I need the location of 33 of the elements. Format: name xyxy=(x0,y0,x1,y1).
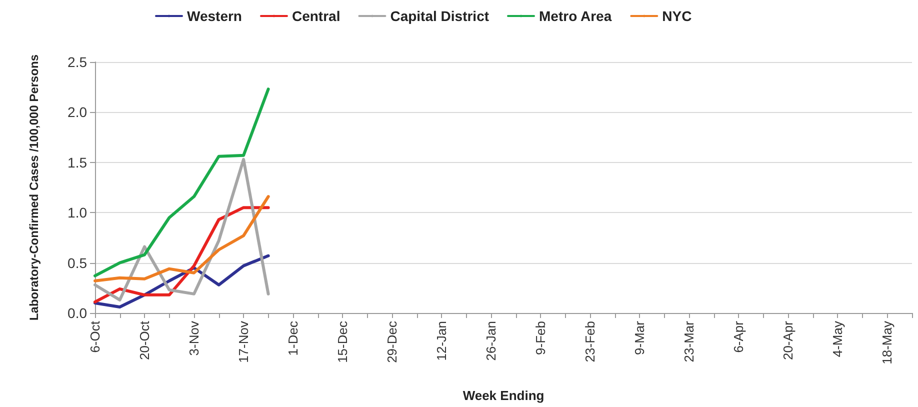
x-tick-label: 15-Dec xyxy=(335,320,350,363)
legend-label: Metro Area xyxy=(539,8,612,24)
y-axis-title: Laboratory-Confirmed Cases /100,000 Persons xyxy=(27,54,41,321)
x-tick-label: 20-Apr xyxy=(780,320,796,360)
x-tick-label: 4-May xyxy=(830,320,846,358)
y-tick-label: 0.0 xyxy=(68,305,88,321)
legend-label: Capital District xyxy=(390,8,490,24)
x-tick-label: 3-Nov xyxy=(186,320,202,356)
line-series xyxy=(94,158,270,302)
legend-label: Central xyxy=(292,8,340,24)
x-tick-label: 29-Dec xyxy=(384,320,400,363)
line-series xyxy=(94,195,270,282)
legend-label: NYC xyxy=(662,8,692,24)
x-tick-label: 17-Nov xyxy=(236,320,252,363)
y-tick-label: 2.0 xyxy=(68,104,88,120)
x-tick-label: 6-Apr xyxy=(731,320,746,353)
x-tick-label: 1-Dec xyxy=(286,320,301,356)
line-series xyxy=(94,88,270,278)
x-tick-label: 12-Jan xyxy=(434,321,450,361)
x-tick-label: 9-Feb xyxy=(533,321,548,355)
x-tick-label: 6-Oct xyxy=(88,320,102,353)
x-tick-label: 26-Jan xyxy=(484,321,499,361)
x-tick-label: 23-Feb xyxy=(582,321,598,362)
y-tick-label: 1.5 xyxy=(68,154,88,170)
x-tick-label: 20-Oct xyxy=(137,320,152,360)
legend-label: Western xyxy=(187,8,242,24)
x-tick-label: 23-Mar xyxy=(682,320,697,362)
y-tick-label: 2.5 xyxy=(68,54,88,70)
y-tick-label: 0.5 xyxy=(68,254,88,271)
x-tick-label: 18-May xyxy=(880,320,895,364)
y-tick-label: 1.0 xyxy=(68,204,88,221)
x-axis-title: Week Ending xyxy=(462,388,544,403)
x-tick-label: 9-Mar xyxy=(632,320,648,355)
